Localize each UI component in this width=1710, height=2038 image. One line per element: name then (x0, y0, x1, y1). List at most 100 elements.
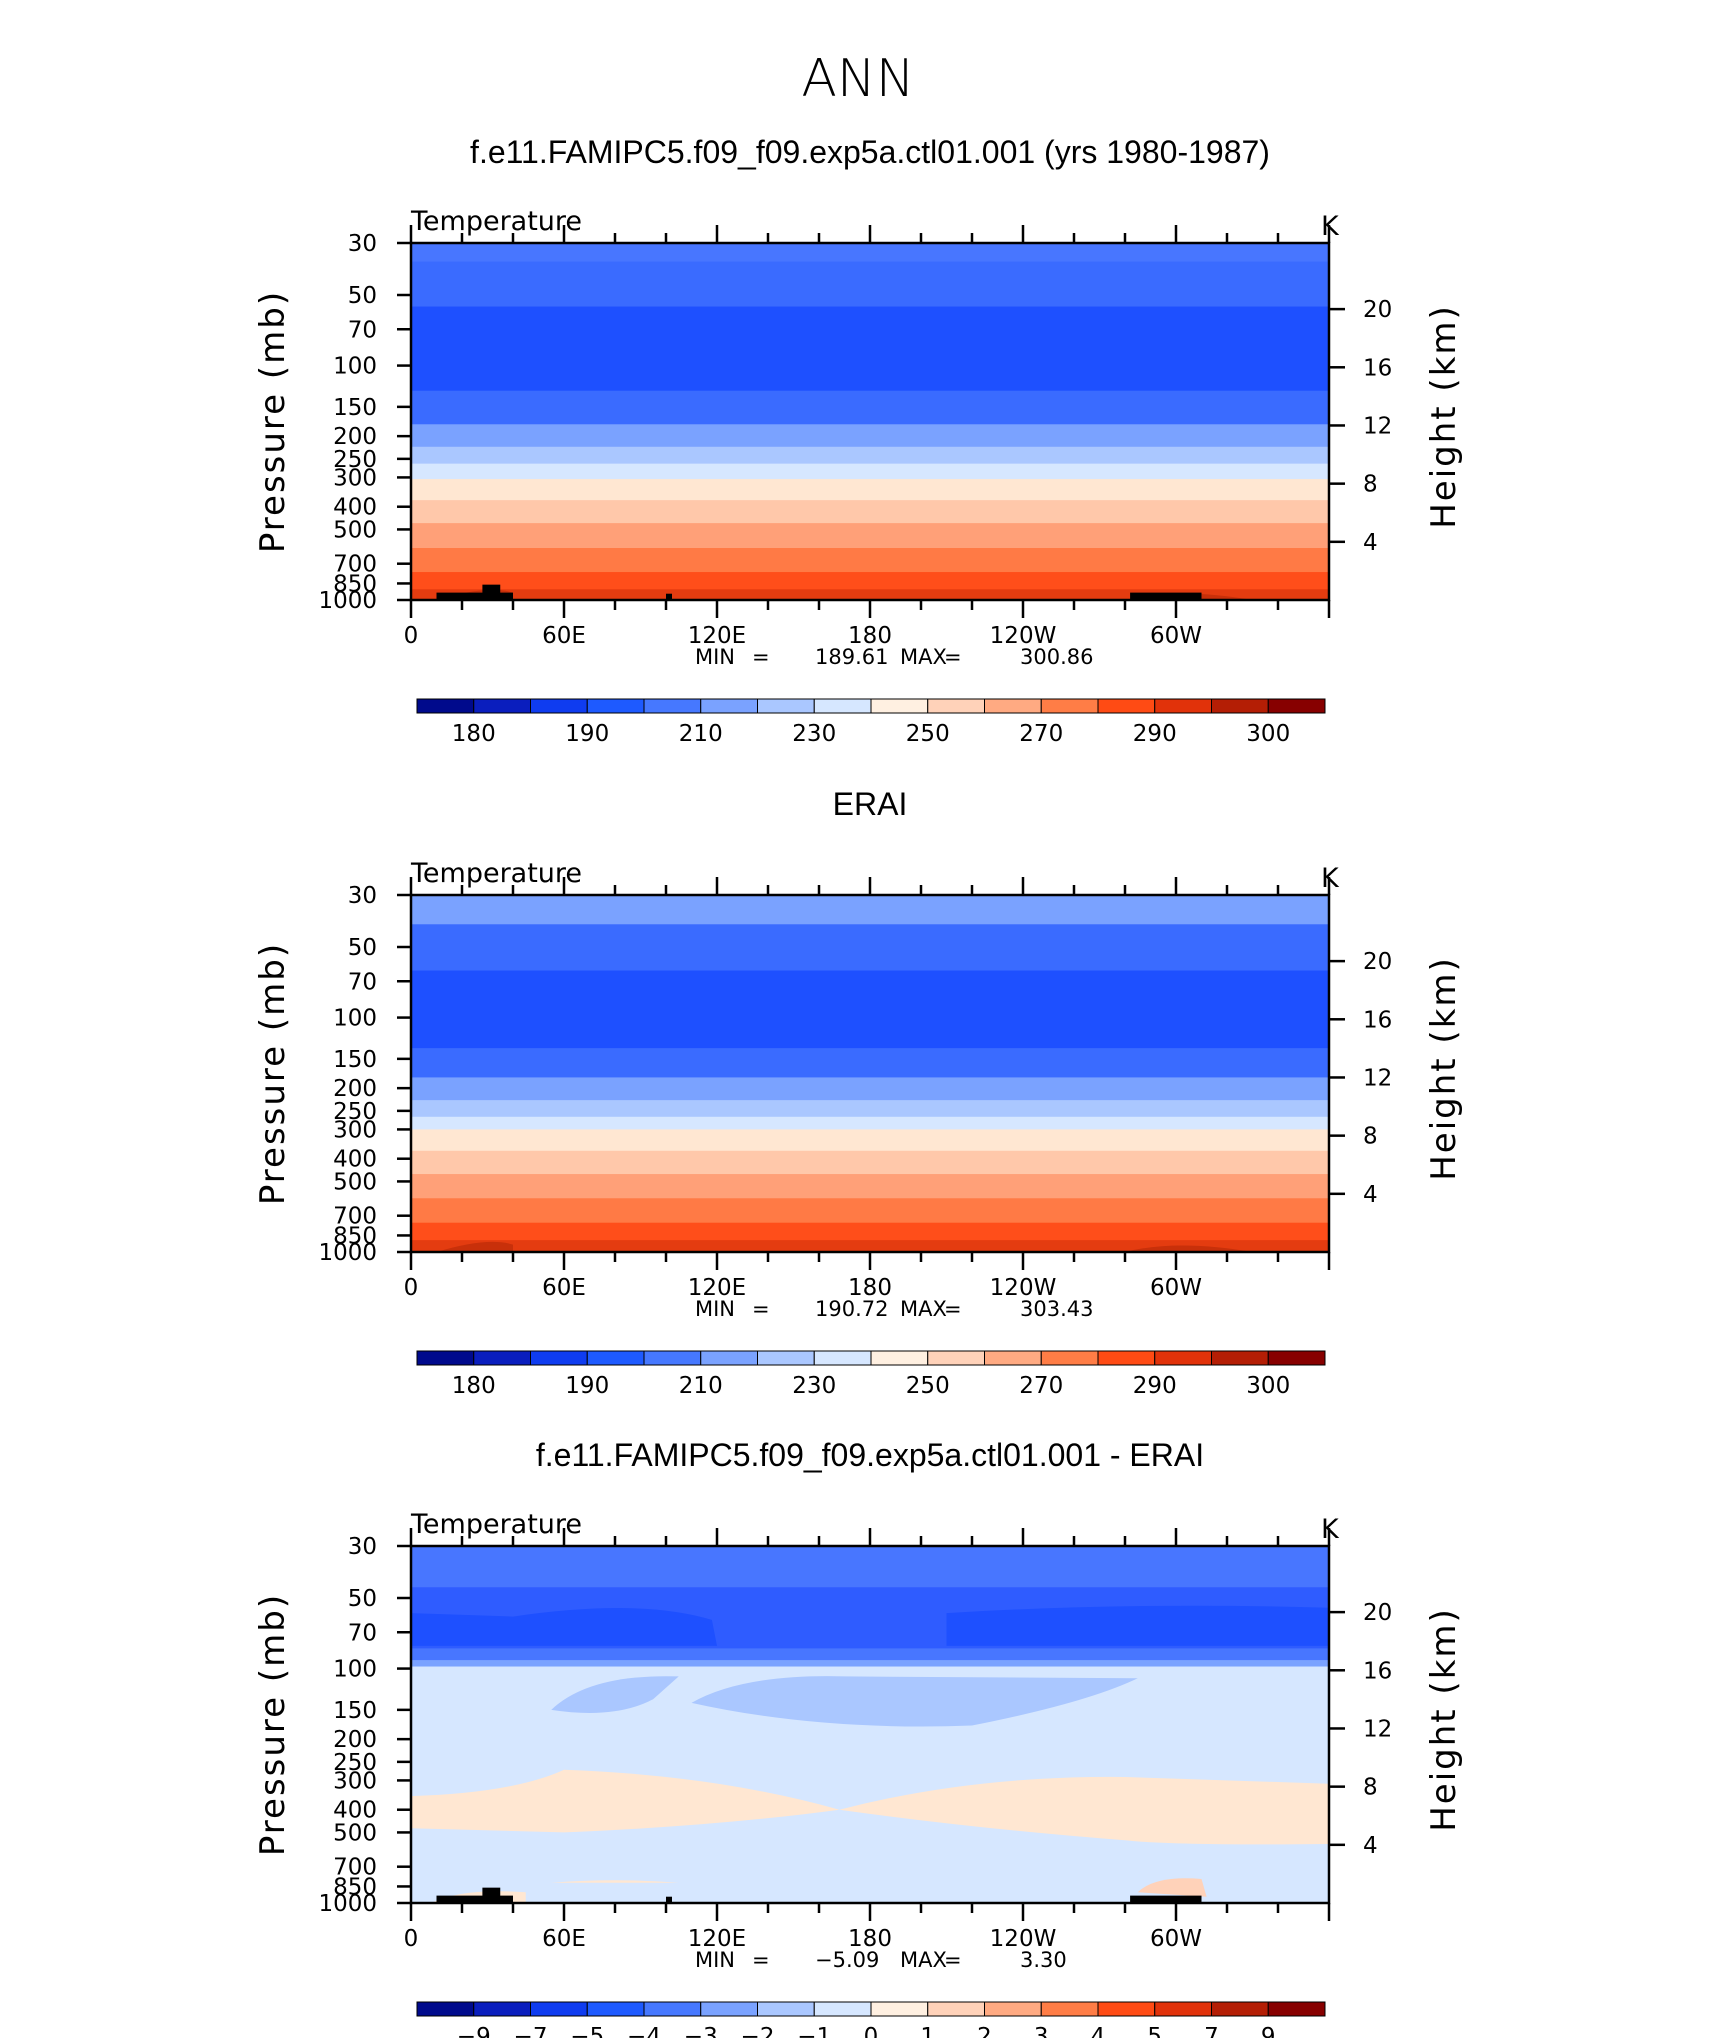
colorbar-label: −2 (741, 2024, 775, 2038)
colorbar-label: 300 (1246, 1373, 1290, 1399)
contour-band (411, 1546, 1329, 1588)
y2-tick-label: 12 (1363, 1065, 1392, 1091)
y2-axis-label: Height (km) (1424, 304, 1464, 529)
contour-band (411, 306, 1329, 392)
min-label: MIN (695, 1297, 735, 1321)
chart-panel-3: f.e11.FAMIPC5.f09_f09.exp5a.ctl01.001 - … (253, 1437, 1464, 2038)
colorbar-swatch (813, 698, 872, 714)
contour-band (411, 924, 1329, 972)
y2-tick-label: 4 (1363, 1182, 1378, 1208)
y-tick-label: 200 (333, 424, 377, 450)
y2-tick-label: 16 (1363, 355, 1392, 381)
min-label: MIN (695, 645, 735, 669)
colorbar-label: 300 (1246, 721, 1290, 747)
colorbar-swatch (1040, 2001, 1099, 2017)
min-eq: = (752, 1297, 770, 1321)
colorbar-label: 250 (906, 1373, 950, 1399)
colorbar-swatch (700, 2001, 758, 2017)
contour-band (411, 1048, 1329, 1079)
units-label: K (1321, 1514, 1340, 1545)
y-tick-label: 850 (333, 1874, 377, 1900)
y-tick-label: 70 (348, 969, 377, 995)
y-tick-label: 250 (333, 1099, 377, 1125)
y-tick-label: 700 (333, 1855, 377, 1881)
colorbar-label: 1 (920, 2024, 935, 2038)
topography (436, 1895, 513, 1903)
y-tick-label: 400 (333, 1798, 377, 1824)
colorbar-swatch (870, 2001, 929, 2017)
y-tick-label: 50 (348, 935, 377, 961)
contour-band (411, 500, 1329, 524)
y2-tick-label: 8 (1363, 472, 1378, 498)
colorbar-swatch (757, 698, 815, 714)
colorbar-label: 230 (792, 1373, 836, 1399)
colorbar-label: 180 (452, 721, 496, 747)
colorbar-swatch (870, 698, 929, 714)
colorbar-swatch (1154, 2001, 1212, 2017)
colorbar-swatch (757, 1350, 815, 1366)
y2-tick-label: 8 (1363, 1775, 1378, 1801)
y-tick-label: 30 (348, 231, 377, 257)
y-tick-label: 50 (348, 283, 377, 309)
colorbar-swatch (984, 2001, 1042, 2017)
contour-band (411, 261, 1329, 308)
y-tick-label: 30 (348, 1534, 377, 1560)
x-tick-label: 120W (990, 1926, 1057, 1952)
y-tick-label: 850 (333, 1223, 377, 1249)
contour-band (411, 390, 1329, 425)
colorbar-label: 270 (1019, 721, 1063, 747)
contour-band (411, 1174, 1329, 1199)
y-tick-label: 300 (333, 465, 377, 491)
contour-region (411, 1608, 717, 1646)
x-tick-label: 60E (542, 1926, 586, 1952)
colorbar-swatch (643, 698, 702, 714)
colorbar-swatch (416, 1350, 475, 1366)
y2-tick-label: 16 (1363, 1007, 1392, 1033)
colorbar-label: −4 (627, 2024, 661, 2038)
contour-band (411, 243, 1329, 263)
y-tick-label: 100 (333, 354, 377, 380)
contour-region (1125, 1245, 1253, 1252)
colorbar-swatch (813, 1350, 872, 1366)
topography (666, 1896, 672, 1903)
x-tick-label: 0 (404, 623, 419, 649)
colorbar-label: 190 (565, 721, 609, 747)
topography (482, 584, 501, 600)
contour-band (411, 1077, 1329, 1101)
y2-tick-label: 12 (1363, 1716, 1392, 1742)
y2-tick-label: 12 (1363, 413, 1392, 439)
y-axis-label: Pressure (mb) (253, 942, 293, 1205)
contour-band (411, 446, 1329, 465)
colorbar: 180 190 210 230 250 270 290 300 (416, 1350, 1326, 1399)
y-tick-label: 700 (333, 552, 377, 578)
y-tick-label: 200 (333, 1076, 377, 1102)
x-tick-label: 0 (404, 1275, 419, 1301)
contour-band (411, 1660, 1329, 1668)
y-tick-label: 70 (348, 317, 377, 343)
colorbar-swatch (530, 1350, 588, 1366)
colorbar-label: 2 (977, 2024, 992, 2038)
colorbar-swatch (1154, 698, 1212, 714)
x-tick-label: 60W (1150, 1926, 1202, 1952)
y-tick-label: 250 (333, 1750, 377, 1776)
y-tick-label: 300 (333, 1117, 377, 1143)
colorbar-label: 290 (1133, 721, 1177, 747)
x-tick-label: 120W (990, 623, 1057, 649)
contour-band (411, 1150, 1329, 1175)
colorbar-swatch (1267, 2001, 1326, 2017)
variable-label: Temperature (410, 858, 582, 889)
y2-tick-label: 4 (1363, 1833, 1378, 1859)
contour-region (551, 1880, 679, 1883)
y2-tick-label: 20 (1363, 949, 1392, 975)
topography (666, 593, 672, 600)
colorbar-swatch (586, 1350, 645, 1366)
y-tick-label: 400 (333, 1147, 377, 1173)
contour-band (411, 523, 1329, 549)
colorbar-label: 230 (792, 721, 836, 747)
colorbar-swatch (1211, 698, 1269, 714)
contour-band (411, 572, 1329, 590)
y-tick-label: 1000 (318, 1240, 377, 1266)
colorbar-label: 5 (1147, 2024, 1162, 2038)
y-tick-label: 500 (333, 1169, 377, 1195)
variable-label: Temperature (410, 1509, 582, 1540)
